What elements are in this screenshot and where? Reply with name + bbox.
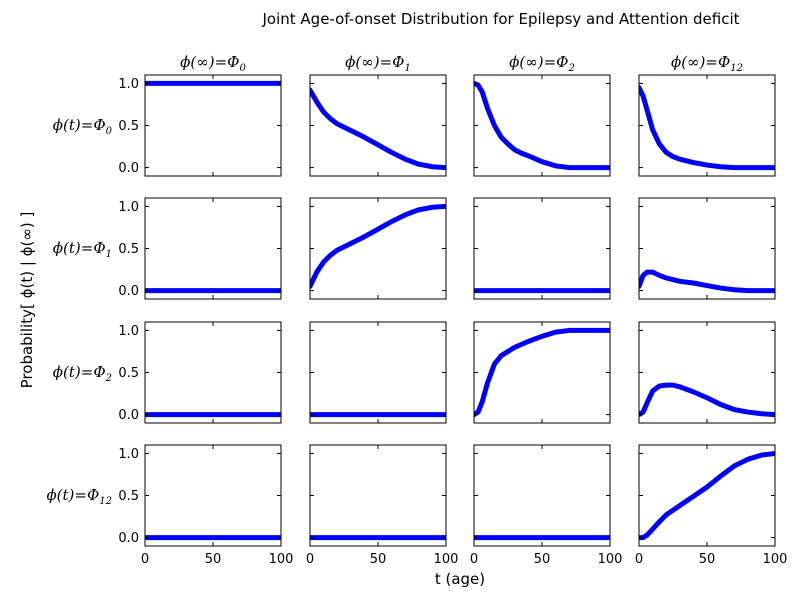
- y-tick-label: 0.5: [118, 489, 139, 504]
- x-tick-label: 0: [141, 552, 149, 567]
- x-tick-label: 0: [470, 552, 478, 567]
- panel: [309, 197, 447, 300]
- column-title: ϕ(∞)=Φ2: [509, 53, 575, 74]
- y-tick-label: 0.0: [118, 408, 139, 423]
- panel: [638, 321, 776, 424]
- column-title: ϕ(∞)=Φ12: [671, 53, 743, 74]
- row-labels: ϕ(t)=Φ0 ϕ(t)=Φ1 ϕ(t)=Φ2 ϕ(t)=Φ12: [46, 116, 112, 507]
- x-tick-label: 50: [699, 552, 716, 567]
- y-tick-label: 0.0: [118, 531, 139, 546]
- panel: [638, 197, 776, 300]
- panel: 0 50 100: [635, 444, 788, 567]
- row-label: ϕ(t)=Φ1: [53, 239, 112, 260]
- panel: [309, 74, 447, 177]
- y-tick-label: 0.5: [118, 366, 139, 381]
- y-tick-label: 1.0: [118, 200, 139, 215]
- y-tick-label: 0.0: [118, 161, 139, 176]
- y-axis-label: Probability[ ϕ(t) | ϕ(∞) ]: [18, 212, 36, 389]
- x-tick-label: 100: [269, 552, 294, 567]
- x-tick-label: 0: [635, 552, 643, 567]
- panel: 0 50 100: [470, 444, 623, 567]
- y-tick-label: 1.0: [118, 324, 139, 339]
- row-label: ϕ(t)=Φ12: [46, 486, 112, 507]
- panel: 0.0 0.5 1.0: [118, 321, 282, 424]
- x-tick-label: 50: [370, 552, 387, 567]
- panel: 0.0 0.5 1.0: [118, 74, 282, 177]
- y-tick-label: 1.0: [118, 77, 139, 92]
- panel: 0.0 0.5 1.0: [118, 197, 282, 300]
- panel: 0 50 100: [306, 444, 459, 567]
- y-tick-label: 1.0: [118, 447, 139, 462]
- chart-title: Joint Age-of-onset Distribution for Epil…: [261, 10, 739, 28]
- x-tick-label: 100: [434, 552, 459, 567]
- series-line: [639, 382, 775, 418]
- x-tick-label: 100: [598, 552, 623, 567]
- x-tick-label: 50: [205, 552, 222, 567]
- series-line: [639, 85, 775, 171]
- panel: [473, 197, 611, 300]
- x-tick-label: 50: [534, 552, 551, 567]
- x-tick-label: 100: [763, 552, 788, 567]
- series-line: [639, 269, 775, 294]
- panel-grid: 0.0 0.5 1.0 0.0 0.5 1.0 0.0 0.5 1.0 0.0 0.5 1.0 0 50 1…: [118, 74, 788, 567]
- column-titles: ϕ(∞)=Φ0 ϕ(∞)=Φ1 ϕ(∞)=Φ2 ϕ(∞)=Φ12: [180, 53, 743, 74]
- x-axis-label: t (age): [435, 570, 485, 588]
- panel: 0.0 0.5 1.0 0 50 100: [118, 444, 294, 567]
- series-line: [639, 450, 775, 541]
- series-line: [474, 80, 610, 171]
- column-title: ϕ(∞)=Φ1: [345, 53, 411, 74]
- panel: [473, 74, 611, 177]
- x-tick-label: 0: [306, 552, 314, 567]
- series-line: [310, 203, 446, 289]
- y-tick-label: 0.5: [118, 242, 139, 257]
- panel: [638, 74, 776, 177]
- series-line: [474, 327, 610, 418]
- series-line: [310, 87, 446, 171]
- row-label: ϕ(t)=Φ2: [53, 363, 112, 384]
- row-label: ϕ(t)=Φ0: [53, 116, 113, 137]
- y-tick-label: 0.0: [118, 284, 139, 299]
- column-title: ϕ(∞)=Φ0: [180, 53, 246, 74]
- panel: [309, 321, 447, 424]
- panel: [473, 321, 611, 424]
- y-tick-label: 0.5: [118, 119, 139, 134]
